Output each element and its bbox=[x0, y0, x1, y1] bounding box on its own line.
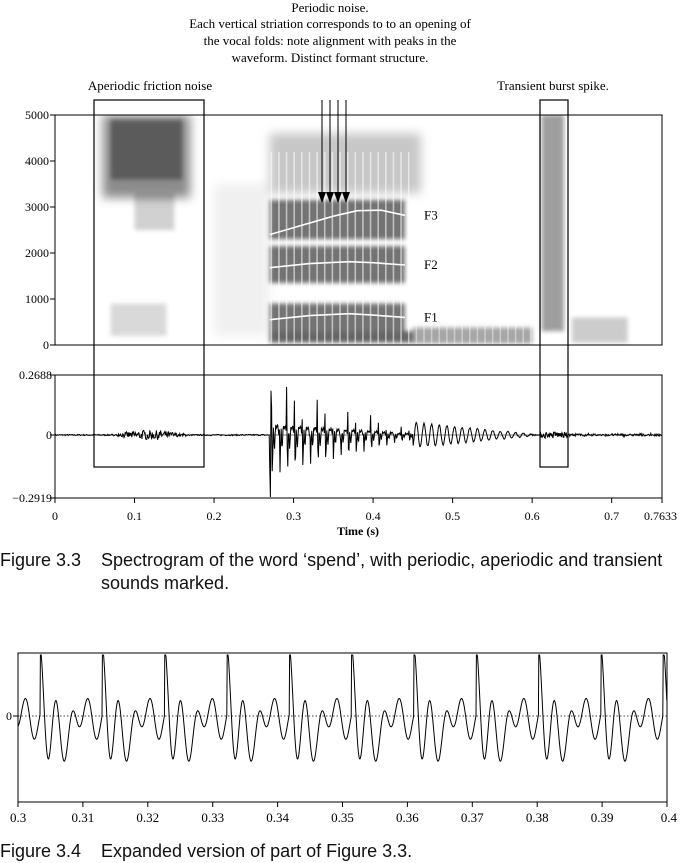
expanded-waveform-trace bbox=[18, 654, 667, 762]
expanded-x-tick-label: 0.35 bbox=[331, 810, 354, 825]
expanded-x-tick-label: 0.34 bbox=[266, 810, 289, 825]
waveform-x-tick-label: 0.6 bbox=[525, 509, 540, 523]
formant-label-f3: F3 bbox=[424, 207, 438, 222]
expanded-x-tick-label: 0.38 bbox=[526, 810, 549, 825]
striation-arrows bbox=[318, 100, 350, 203]
formant-track-f3 bbox=[269, 209, 406, 236]
expanded-x-tick-label: 0.37 bbox=[461, 810, 484, 825]
waveform-y-axis: 0.2688 0 −0.2919 bbox=[12, 368, 55, 505]
friction-energy-low bbox=[134, 193, 175, 230]
expanded-x-tick-label: 0.31 bbox=[72, 810, 95, 825]
arrow-head bbox=[334, 192, 342, 203]
post-burst-energy bbox=[571, 317, 628, 343]
spectrogram-y-tick-label: 5000 bbox=[25, 108, 49, 122]
spectrogram-y-tick-label: 4000 bbox=[25, 154, 49, 168]
waveform-x-axis-label: Time (s) bbox=[337, 524, 379, 538]
aperiodic-annotation: Aperiodic friction noise bbox=[88, 78, 212, 93]
formant-band-f2 bbox=[269, 246, 405, 283]
expanded-y-tick-label: 0 bbox=[6, 709, 12, 723]
figure-3-3-label: Figure 3.3 bbox=[0, 550, 82, 570]
periodic-annotation-line-1: Periodic noise. bbox=[291, 0, 368, 15]
waveform-x-tick-label: 0.5 bbox=[445, 509, 460, 523]
periodic-annotation-line-2: Each vertical striation corresponds to t… bbox=[189, 16, 471, 31]
formant-labels: F1 F2 F3 bbox=[424, 207, 438, 324]
spectrogram-y-tick-label: 1000 bbox=[25, 292, 49, 306]
voicing-bar bbox=[269, 331, 413, 343]
expanded-x-tick-label: 0.36 bbox=[396, 810, 419, 825]
arrow-head bbox=[318, 192, 326, 203]
waveform-y-tick-label: 0.2688 bbox=[19, 368, 52, 382]
formant-band-f3 bbox=[269, 200, 405, 240]
formant-label-f2: F2 bbox=[424, 257, 438, 272]
waveform-trace bbox=[54, 386, 662, 498]
spectrogram-frame bbox=[54, 114, 663, 346]
waveform-x-tick-label: 0.7633 bbox=[644, 509, 677, 523]
formant-tracks bbox=[269, 209, 406, 321]
expanded-waveform-panel: 0 0.3 0.31 0.32 0.33 0.34 0.35 0.36 0.37 0.38 0.3… bbox=[6, 652, 678, 825]
upper-voiced-energy bbox=[269, 133, 421, 194]
expanded-x-tick-label: 0.4 bbox=[661, 810, 678, 825]
formant-track-f2 bbox=[269, 260, 405, 269]
formant-track-f1 bbox=[269, 312, 405, 321]
arrow-head bbox=[326, 192, 334, 203]
periodic-annotation: Periodic noise. Each vertical striation … bbox=[189, 0, 471, 65]
transient-region-box bbox=[539, 99, 569, 468]
voicing-striations bbox=[270, 151, 532, 344]
figure-3-3-caption: Figure 3.3 Spectrogram of the word ‘spend… bbox=[0, 549, 681, 595]
burst-energy bbox=[541, 115, 564, 332]
background-speckle bbox=[214, 184, 270, 336]
spectrogram-y-tick-label: 3000 bbox=[25, 200, 49, 214]
nasal-murmur bbox=[412, 327, 533, 344]
spectrogram-y-tick-label: 2000 bbox=[25, 246, 49, 260]
expanded-x-tick-label: 0.39 bbox=[591, 810, 614, 825]
expanded-x-tick-label: 0.3 bbox=[10, 810, 26, 825]
aperiodic-region-box bbox=[93, 99, 205, 468]
friction-energy-floor bbox=[110, 303, 167, 336]
spectrogram-y-tick-label: 0 bbox=[43, 338, 49, 352]
transient-annotation: Transient burst spike. bbox=[497, 78, 609, 93]
figure-3-4-caption-text: Expanded version of part of Figure 3.3. bbox=[101, 841, 413, 861]
spectrogram: 0 1000 2000 3000 4000 5000 F1 F2 F3 bbox=[25, 108, 663, 352]
waveform-x-axis: 0 0.1 0.2 0.3 0.4 0.5 0.6 0.7 0.7633 bbox=[52, 498, 677, 523]
expanded-x-axis: 0.3 0.31 0.32 0.33 0.34 0.35 0.36 0.37 0.38 0.39 0… bbox=[10, 802, 678, 825]
spectrogram-y-axis: 0 1000 2000 3000 4000 5000 bbox=[25, 108, 55, 352]
waveform-x-tick-label: 0.2 bbox=[207, 509, 222, 523]
waveform-x-tick-label: 0.3 bbox=[286, 509, 301, 523]
waveform-x-tick-label: 0.1 bbox=[127, 509, 142, 523]
figure-3-3-caption-text: Spectrogram of the word ‘spend’, with pe… bbox=[101, 550, 663, 593]
periodic-annotation-line-4: waveform. Distinct formant structure. bbox=[232, 50, 429, 65]
waveform-y-tick-label: 0 bbox=[46, 428, 52, 442]
arrow-head bbox=[342, 192, 350, 203]
formant-label-f1: F1 bbox=[424, 309, 438, 324]
expanded-x-tick-label: 0.33 bbox=[201, 810, 224, 825]
spectrogram-energy bbox=[110, 115, 628, 344]
friction-energy-core bbox=[110, 119, 183, 180]
figure-3-4-label: Figure 3.4 bbox=[0, 841, 82, 861]
periodic-annotation-line-3: the vocal folds: note alignment with pea… bbox=[204, 33, 457, 48]
waveform-x-tick-label: 0.4 bbox=[366, 509, 381, 523]
figure-3-4-caption: Figure 3.4 Expanded version of part of Fi… bbox=[0, 840, 681, 863]
waveform-x-tick-label: 0.7 bbox=[604, 509, 619, 523]
expanded-y-axis: 0 bbox=[6, 709, 18, 723]
expanded-x-tick-label: 0.32 bbox=[136, 810, 159, 825]
waveform-x-tick-label: 0 bbox=[52, 509, 58, 523]
waveform-y-tick-label: −0.2919 bbox=[12, 491, 52, 505]
